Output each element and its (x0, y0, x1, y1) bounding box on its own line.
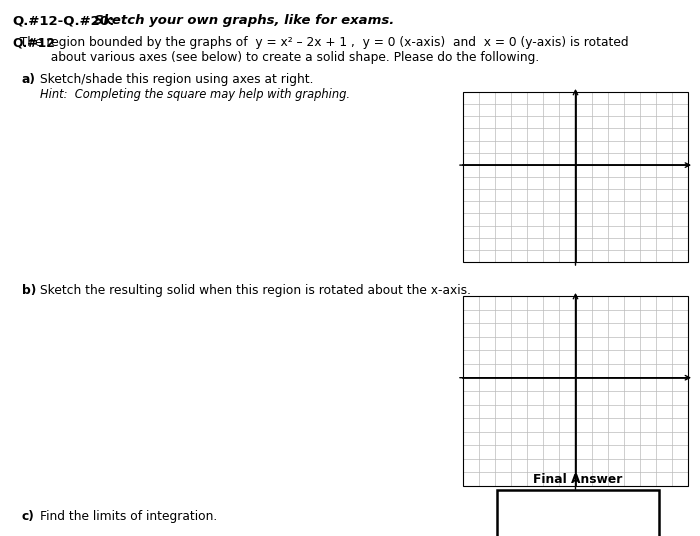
Bar (463, 92, 688, 262)
Text: Q.#12-Q.#20:: Q.#12-Q.#20: (12, 14, 114, 27)
Text: Sketch your own graphs, like for exams.: Sketch your own graphs, like for exams. (94, 14, 394, 27)
Bar (463, 296, 688, 486)
Text: b): b) (22, 284, 36, 297)
Text: Find the limits of integration.: Find the limits of integration. (40, 510, 217, 523)
Bar (497, 490, 659, 536)
Text: a): a) (22, 73, 36, 86)
Text: The region bounded by the graphs of  y = x² – 2x + 1 ,  y = 0 (x-axis)  and  x =: The region bounded by the graphs of y = … (12, 36, 629, 49)
Text: Sketch the resulting solid when this region is rotated about the x-axis.: Sketch the resulting solid when this reg… (40, 284, 471, 297)
Text: Sketch/shade this region using axes at right.: Sketch/shade this region using axes at r… (40, 73, 314, 86)
Text: Q.#12: Q.#12 (12, 36, 55, 49)
Text: about various axes (see below) to create a solid shape. Please do the following.: about various axes (see below) to create… (12, 51, 539, 64)
Bar (463, 92, 688, 262)
Bar (463, 296, 688, 486)
Text: Hint:  Completing the square may help with graphing.: Hint: Completing the square may help wit… (40, 88, 350, 101)
Text: c): c) (22, 510, 35, 523)
Text: Final Answer: Final Answer (533, 473, 623, 486)
